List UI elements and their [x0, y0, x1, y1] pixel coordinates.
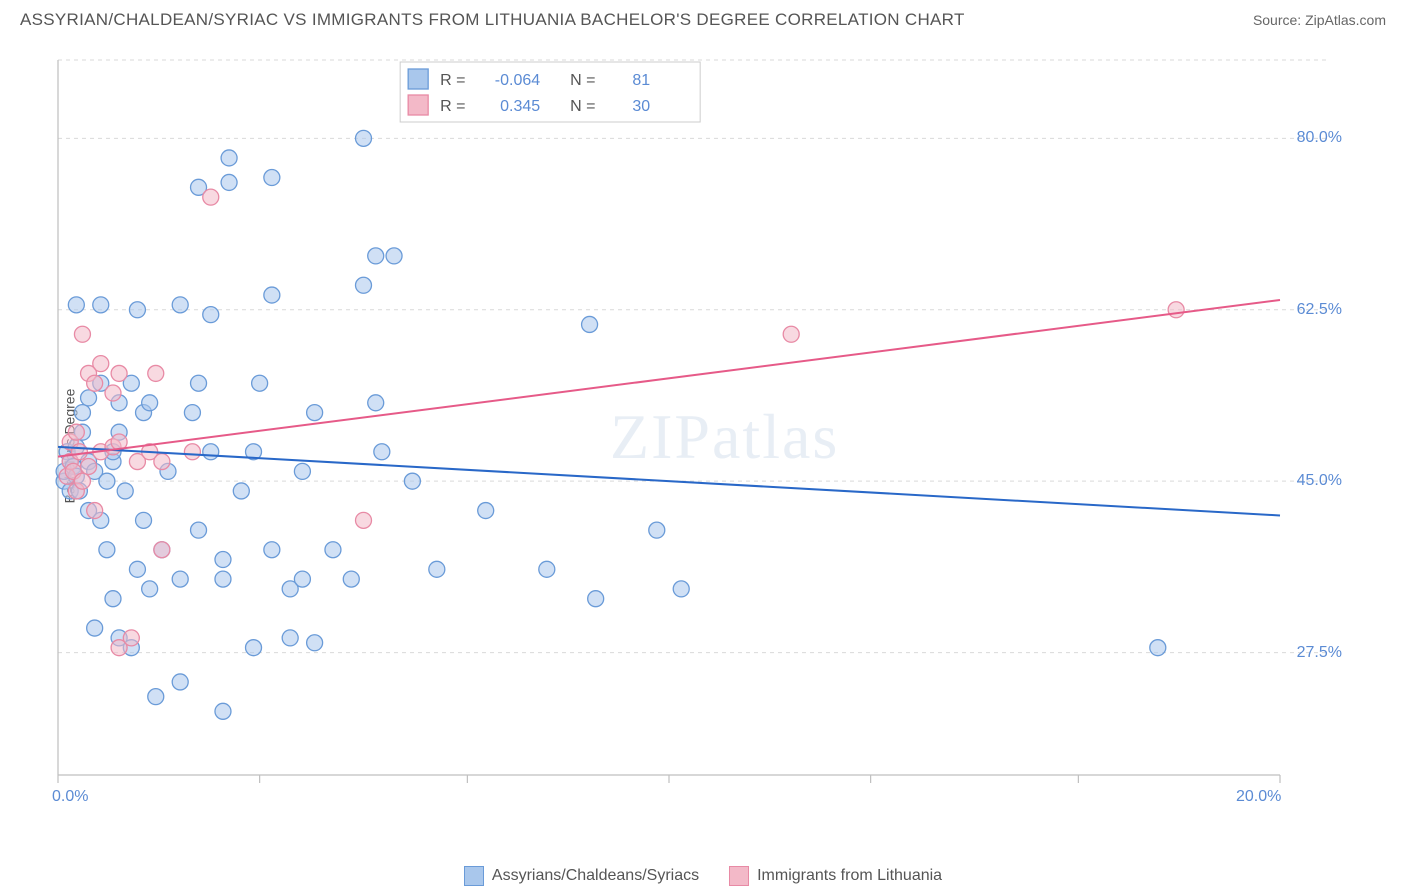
source-label: Source: ZipAtlas.com: [1253, 12, 1386, 28]
svg-text:30: 30: [632, 98, 650, 115]
y-tick-label: 27.5%: [1297, 644, 1342, 662]
x-tick-label: 20.0%: [1236, 788, 1281, 806]
legend-swatch-icon: [729, 866, 749, 886]
y-tick-label: 80.0%: [1297, 129, 1342, 147]
svg-text:-0.064: -0.064: [495, 72, 540, 89]
x-tick-label: 0.0%: [52, 788, 88, 806]
legend-item-assyrians: Assyrians/Chaldeans/Syriacs: [464, 866, 699, 886]
y-tick-label: 45.0%: [1297, 472, 1342, 490]
svg-text:R =: R =: [440, 98, 465, 115]
chart-svg: R = -0.064 N = 81 R = 0.345 N = 30: [50, 50, 1340, 810]
legend-swatch-icon: [464, 866, 484, 886]
svg-text:81: 81: [632, 72, 650, 89]
bottom-legend: Assyrians/Chaldeans/Syriacs Immigrants f…: [0, 866, 1406, 886]
legend-label: Assyrians/Chaldeans/Syriacs: [492, 867, 699, 885]
svg-text:0.345: 0.345: [500, 98, 540, 115]
y-tick-label: 62.5%: [1297, 301, 1342, 319]
legend-item-lithuania: Immigrants from Lithuania: [729, 866, 942, 886]
chart-title: ASSYRIAN/CHALDEAN/SYRIAC VS IMMIGRANTS F…: [20, 10, 965, 30]
svg-text:R =: R =: [440, 72, 465, 89]
title-bar: ASSYRIAN/CHALDEAN/SYRIAC VS IMMIGRANTS F…: [0, 0, 1406, 38]
legend-label: Immigrants from Lithuania: [757, 867, 942, 885]
svg-text:N =: N =: [570, 98, 595, 115]
plot-area: R =-0.064N =81R =0.345N =30 ZIPatlas 27.…: [50, 50, 1340, 810]
svg-text:N =: N =: [570, 72, 595, 89]
